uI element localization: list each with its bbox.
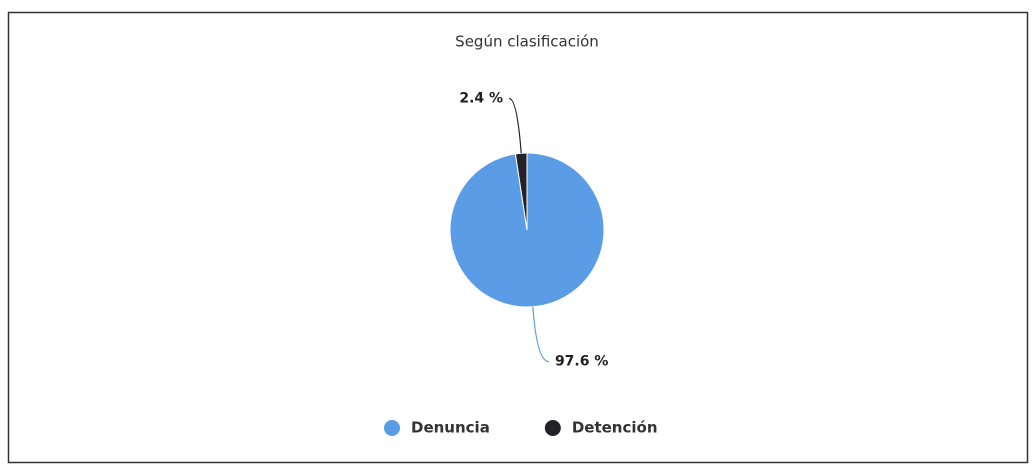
legend-marker	[544, 420, 561, 436]
data-label: 97.6 %	[555, 354, 608, 370]
chart-title: Según clasificación	[455, 33, 599, 51]
legend-label: Denuncia	[411, 419, 490, 437]
label-connector	[508, 97, 522, 154]
legend-marker	[384, 420, 400, 436]
pie-slice	[514, 152, 528, 231]
label-connector	[532, 306, 550, 363]
data-label: 2.4 %	[459, 90, 503, 106]
legend-label: Detención	[572, 419, 658, 437]
